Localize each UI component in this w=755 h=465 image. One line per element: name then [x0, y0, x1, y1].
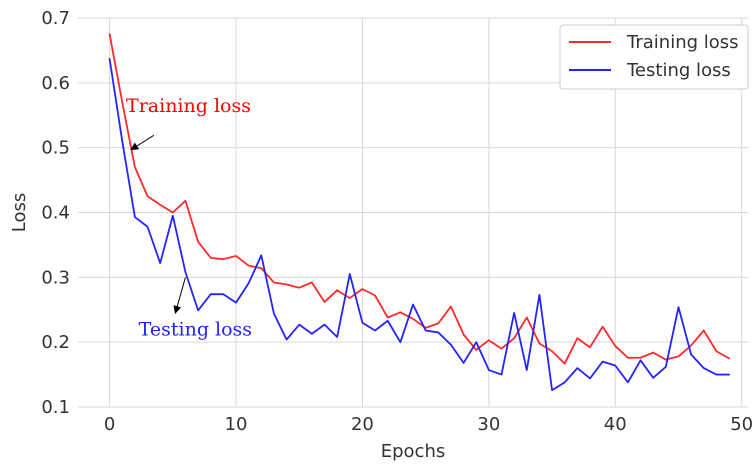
legend-layer: Training loss Testing loss [559, 24, 749, 90]
y-tick-label: 0.2 [41, 332, 70, 353]
x-tick-label: 30 [477, 414, 500, 435]
testing-loss-legend-label: Testing loss [626, 60, 731, 81]
x-tick-label: 50 [730, 414, 753, 435]
x-tick-label: 10 [225, 414, 248, 435]
tick-layer: 0 10 20 30 40 50 0.1 0.2 0.3 0.4 0.5 0.6 0.7 [41, 8, 753, 435]
y-tick-label: 0.6 [41, 73, 70, 94]
training-loss-annotation: Training loss [126, 95, 251, 117]
y-tick-label: 0.4 [41, 203, 70, 224]
testing-loss-arrow [173, 277, 186, 314]
training-loss-line [108, 33, 730, 365]
y-tick-label: 0.1 [41, 397, 70, 418]
y-tick-label: 0.3 [41, 267, 70, 288]
annotation-layer: Training loss Testing loss [126, 95, 252, 341]
y-tick-label: 0.5 [41, 138, 70, 159]
training-loss-legend-label: Training loss [626, 32, 739, 53]
training-loss-arrow [130, 134, 155, 151]
y-tick-label: 0.7 [41, 8, 70, 29]
x-tick-label: 20 [351, 414, 374, 435]
y-axis-label: Loss [9, 193, 30, 232]
series-layer [108, 33, 730, 392]
x-tick-label: 0 [104, 414, 115, 435]
testing-loss-annotation: Testing loss [139, 319, 252, 341]
x-axis-label: Epochs [381, 441, 446, 462]
testing-loss-line [108, 57, 730, 392]
x-tick-label: 40 [604, 414, 627, 435]
